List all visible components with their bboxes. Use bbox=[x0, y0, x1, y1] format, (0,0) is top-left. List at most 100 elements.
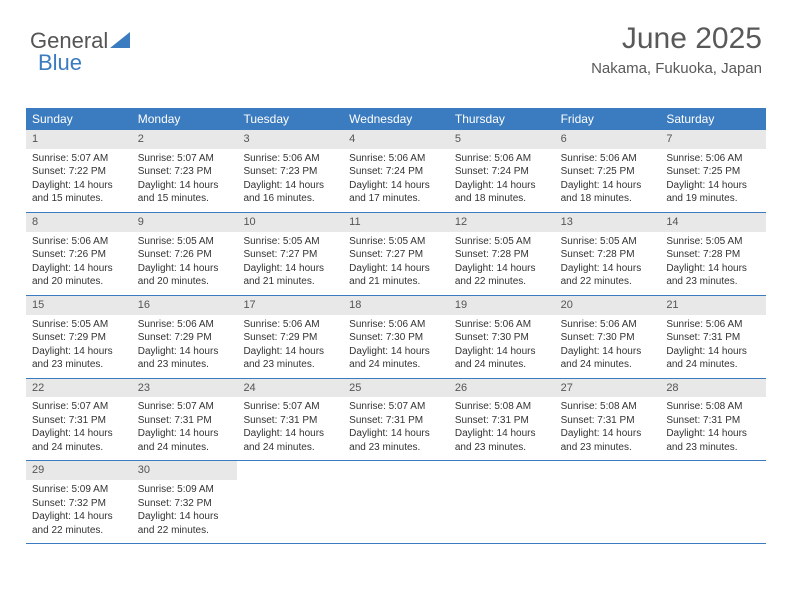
calendar-cell: 26Sunrise: 5:08 AMSunset: 7:31 PMDayligh… bbox=[449, 379, 555, 461]
calendar-body: 1Sunrise: 5:07 AMSunset: 7:22 PMDaylight… bbox=[26, 130, 766, 544]
calendar-cell: 4 Sunrise: 5:06 AMSunset: 7:24 PMDaylight… bbox=[343, 130, 449, 212]
calendar-cell: 1Sunrise: 5:07 AMSunset: 7:22 PMDaylight… bbox=[26, 130, 132, 212]
day-body: Sunrise: 5:07 AMSunset: 7:22 PMDaylight:… bbox=[26, 149, 132, 212]
calendar-cell: 21Sunrise: 5:06 AMSunset: 7:31 PMDayligh… bbox=[660, 296, 766, 378]
sunset-text: Sunset: 7:24 PM bbox=[349, 165, 443, 179]
calendar-cell: 20Sunrise: 5:06 AMSunset: 7:30 PMDayligh… bbox=[555, 296, 661, 378]
sunset-text: Sunset: 7:24 PM bbox=[455, 165, 549, 179]
calendar-cell: 30Sunrise: 5:09 AMSunset: 7:32 PMDayligh… bbox=[132, 461, 238, 543]
daylight-line1: Daylight: 14 hours bbox=[349, 179, 443, 193]
daylight-line1: Daylight: 14 hours bbox=[349, 345, 443, 359]
sunset-text: Sunset: 7:22 PM bbox=[32, 165, 126, 179]
sunrise-text: Sunrise: 5:06 AM bbox=[349, 152, 443, 166]
daylight-line2: and 23 minutes. bbox=[138, 358, 232, 372]
daylight-line1: Daylight: 14 hours bbox=[349, 427, 443, 441]
daylight-line2: and 23 minutes. bbox=[666, 441, 760, 455]
day-body: Sunrise: 5:06 AMSunset: 7:26 PMDaylight:… bbox=[26, 232, 132, 295]
daylight-line1: Daylight: 14 hours bbox=[666, 179, 760, 193]
sunset-text: Sunset: 7:28 PM bbox=[561, 248, 655, 262]
sunset-text: Sunset: 7:28 PM bbox=[666, 248, 760, 262]
sunrise-text: Sunrise: 5:06 AM bbox=[32, 235, 126, 249]
sunrise-text: Sunrise: 5:07 AM bbox=[138, 152, 232, 166]
sunset-text: Sunset: 7:29 PM bbox=[243, 331, 337, 345]
day-body: Sunrise: 5:07 AMSunset: 7:23 PMDaylight:… bbox=[132, 149, 238, 212]
sunrise-text: Sunrise: 5:07 AM bbox=[243, 400, 337, 414]
daylight-line1: Daylight: 14 hours bbox=[666, 427, 760, 441]
day-number: 14 bbox=[660, 213, 766, 232]
day-number: 4 bbox=[343, 130, 449, 149]
day-body: Sunrise: 5:06 AMSunset: 7:29 PMDaylight:… bbox=[132, 315, 238, 378]
daylight-line2: and 23 minutes. bbox=[32, 358, 126, 372]
sunrise-text: Sunrise: 5:08 AM bbox=[455, 400, 549, 414]
day-body: Sunrise: 5:06 AMSunset: 7:30 PMDaylight:… bbox=[449, 315, 555, 378]
day-number: 17 bbox=[237, 296, 343, 315]
day-number: 15 bbox=[26, 296, 132, 315]
sunrise-text: Sunrise: 5:06 AM bbox=[666, 152, 760, 166]
sunset-text: Sunset: 7:30 PM bbox=[349, 331, 443, 345]
daylight-line1: Daylight: 14 hours bbox=[32, 262, 126, 276]
daylight-line2: and 16 minutes. bbox=[243, 192, 337, 206]
daylight-line1: Daylight: 14 hours bbox=[666, 345, 760, 359]
daylight-line1: Daylight: 14 hours bbox=[138, 345, 232, 359]
calendar-cell: 17 Sunrise: 5:06 AMSunset: 7:29 PMDayligh… bbox=[237, 296, 343, 378]
daylight-line2: and 23 minutes. bbox=[561, 441, 655, 455]
daylight-line2: and 24 minutes. bbox=[32, 441, 126, 455]
calendar-cell: 13Sunrise: 5:05 AMSunset: 7:28 PMDayligh… bbox=[555, 213, 661, 295]
daylight-line1: Daylight: 14 hours bbox=[138, 262, 232, 276]
calendar-week: 29Sunrise: 5:09 AMSunset: 7:32 PMDayligh… bbox=[26, 461, 766, 544]
sunrise-text: Sunrise: 5:07 AM bbox=[138, 400, 232, 414]
page-subtitle: Nakama, Fukuoka, Japan bbox=[591, 60, 762, 77]
day-number: 29 bbox=[26, 461, 132, 480]
sunrise-text: Sunrise: 5:05 AM bbox=[349, 235, 443, 249]
day-body: Sunrise: 5:05 AMSunset: 7:28 PMDaylight:… bbox=[555, 232, 661, 295]
sunset-text: Sunset: 7:32 PM bbox=[138, 497, 232, 511]
sunset-text: Sunset: 7:28 PM bbox=[455, 248, 549, 262]
sunrise-text: Sunrise: 5:07 AM bbox=[32, 152, 126, 166]
sunset-text: Sunset: 7:31 PM bbox=[455, 414, 549, 428]
sunrise-text: Sunrise: 5:05 AM bbox=[455, 235, 549, 249]
daylight-line1: Daylight: 14 hours bbox=[243, 345, 337, 359]
day-number: 8 bbox=[26, 213, 132, 232]
daylight-line2: and 24 minutes. bbox=[138, 441, 232, 455]
sunset-text: Sunset: 7:25 PM bbox=[561, 165, 655, 179]
daylight-line2: and 22 minutes. bbox=[561, 275, 655, 289]
calendar-cell: 10Sunrise: 5:05 AMSunset: 7:27 PMDayligh… bbox=[237, 213, 343, 295]
sunset-text: Sunset: 7:31 PM bbox=[666, 331, 760, 345]
calendar-cell: 12Sunrise: 5:05 AMSunset: 7:28 PMDayligh… bbox=[449, 213, 555, 295]
calendar-cell: 25Sunrise: 5:07 AMSunset: 7:31 PMDayligh… bbox=[343, 379, 449, 461]
day-body: Sunrise: 5:06 AMSunset: 7:24 PMDaylight:… bbox=[449, 149, 555, 212]
day-number: 13 bbox=[555, 213, 661, 232]
day-body: Sunrise: 5:05 AMSunset: 7:26 PMDaylight:… bbox=[132, 232, 238, 295]
day-body: Sunrise: 5:05 AMSunset: 7:27 PMDaylight:… bbox=[343, 232, 449, 295]
daylight-line1: Daylight: 14 hours bbox=[32, 427, 126, 441]
sunset-text: Sunset: 7:30 PM bbox=[561, 331, 655, 345]
day-body: Sunrise: 5:08 AMSunset: 7:31 PMDaylight:… bbox=[660, 397, 766, 460]
day-body: Sunrise: 5:07 AMSunset: 7:31 PMDaylight:… bbox=[132, 397, 238, 460]
day-body: Sunrise: 5:07 AMSunset: 7:31 PMDaylight:… bbox=[237, 397, 343, 460]
calendar-cell bbox=[449, 461, 555, 543]
daylight-line2: and 23 minutes. bbox=[243, 358, 337, 372]
day-body: Sunrise: 5:06 AMSunset: 7:25 PMDaylight:… bbox=[660, 149, 766, 212]
calendar-cell: 9Sunrise: 5:05 AMSunset: 7:26 PMDaylight… bbox=[132, 213, 238, 295]
sunset-text: Sunset: 7:23 PM bbox=[138, 165, 232, 179]
daylight-line2: and 22 minutes. bbox=[32, 524, 126, 538]
sunrise-text: Sunrise: 5:07 AM bbox=[349, 400, 443, 414]
sunrise-text: Sunrise: 5:06 AM bbox=[666, 318, 760, 332]
sunset-text: Sunset: 7:31 PM bbox=[666, 414, 760, 428]
sunset-text: Sunset: 7:30 PM bbox=[455, 331, 549, 345]
day-body: Sunrise: 5:06 AMSunset: 7:25 PMDaylight:… bbox=[555, 149, 661, 212]
day-number: 10 bbox=[237, 213, 343, 232]
day-body: Sunrise: 5:05 AMSunset: 7:28 PMDaylight:… bbox=[449, 232, 555, 295]
calendar-cell: 15Sunrise: 5:05 AMSunset: 7:29 PMDayligh… bbox=[26, 296, 132, 378]
calendar-cell: 8Sunrise: 5:06 AMSunset: 7:26 PMDaylight… bbox=[26, 213, 132, 295]
day-body: Sunrise: 5:09 AMSunset: 7:32 PMDaylight:… bbox=[26, 480, 132, 543]
calendar-cell: 3Sunrise: 5:06 AMSunset: 7:23 PMDaylight… bbox=[237, 130, 343, 212]
daylight-line2: and 24 minutes. bbox=[561, 358, 655, 372]
sunrise-text: Sunrise: 5:05 AM bbox=[561, 235, 655, 249]
day-number: 7 bbox=[660, 130, 766, 149]
sunrise-text: Sunrise: 5:06 AM bbox=[243, 318, 337, 332]
logo-triangle-icon bbox=[110, 28, 130, 54]
daylight-line2: and 17 minutes. bbox=[349, 192, 443, 206]
day-number: 6 bbox=[555, 130, 661, 149]
day-number: 16 bbox=[132, 296, 238, 315]
